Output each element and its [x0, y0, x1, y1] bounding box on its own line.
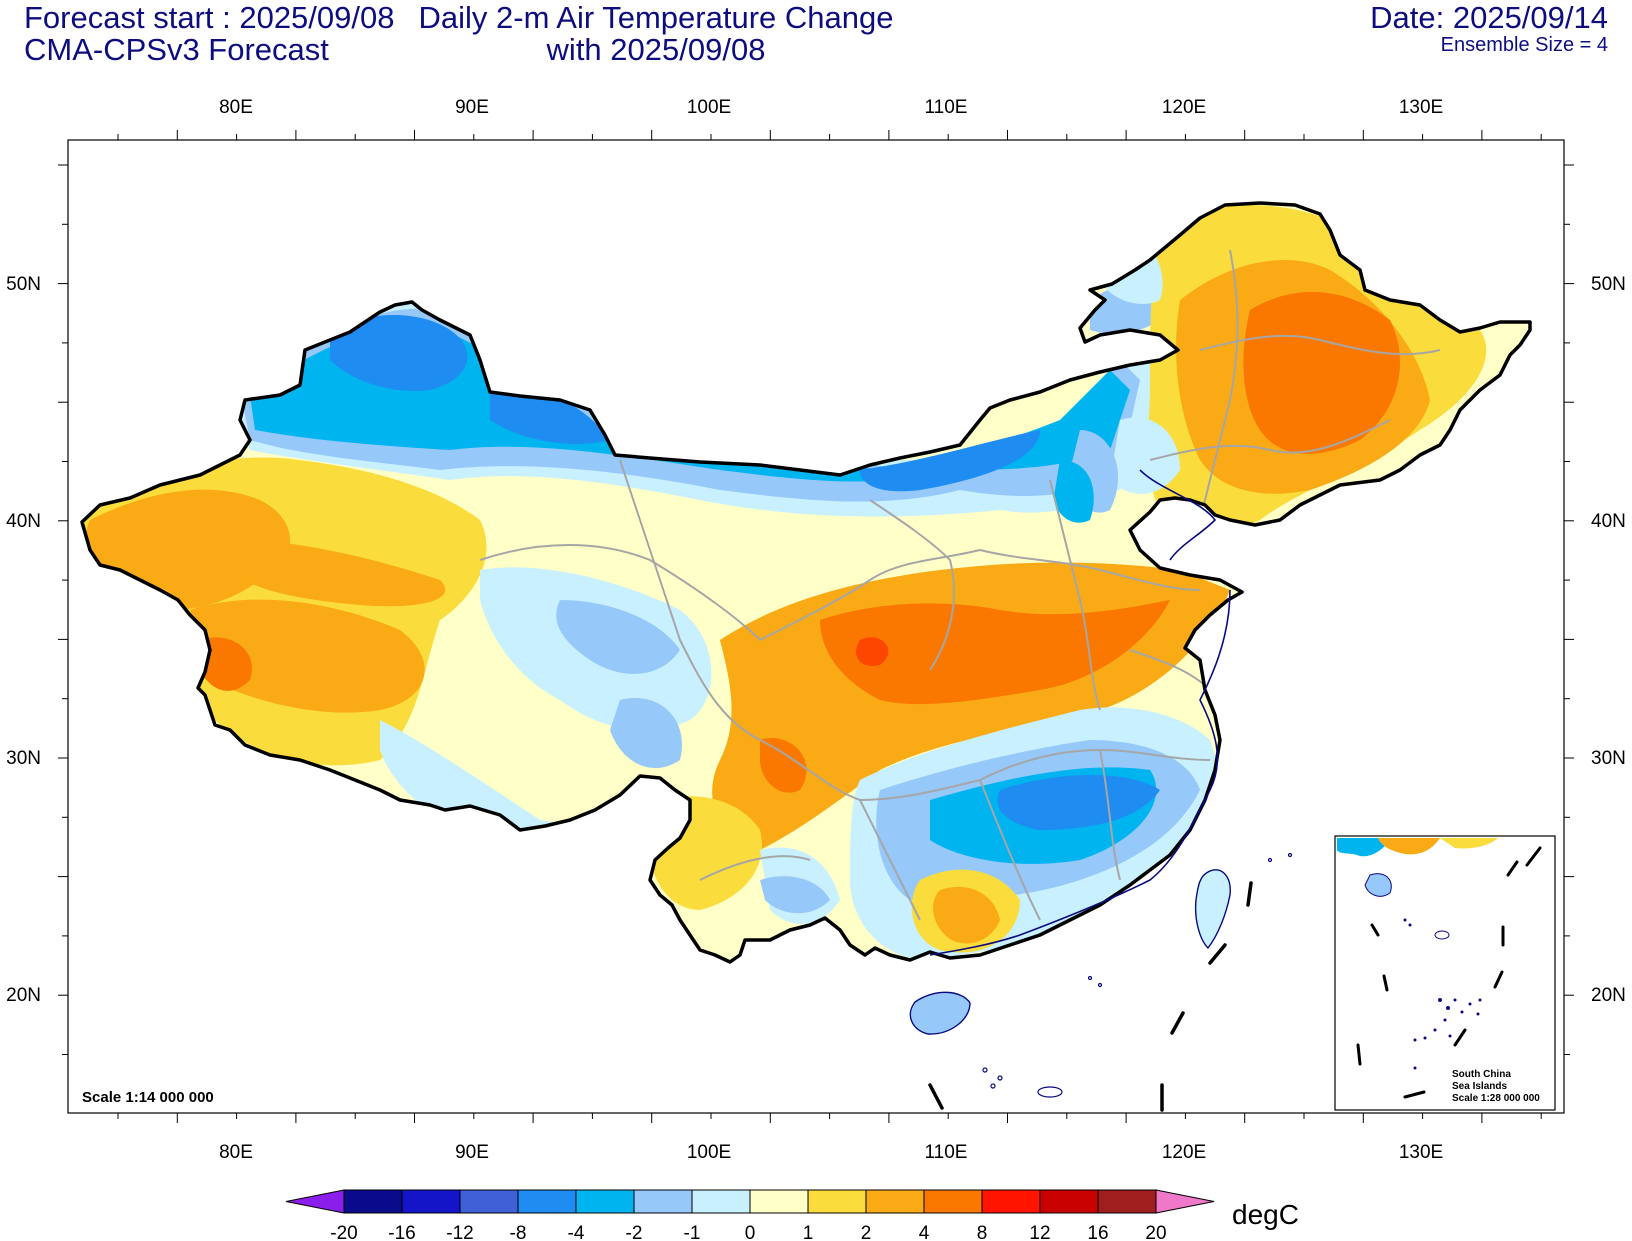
colorbar-tick-label: -12	[446, 1223, 473, 1241]
colorbar-swatch	[691, 1189, 751, 1214]
colorbar-swatch	[865, 1189, 925, 1214]
lon-label-bottom-120e: 120E	[1162, 1142, 1206, 1163]
lat-label-left-40n: 40N	[6, 511, 41, 532]
lon-label-bottom-130e: 130E	[1399, 1142, 1443, 1163]
lon-label-top-130e: 130E	[1399, 97, 1443, 118]
lon-label-bottom-110e: 110E	[925, 1142, 968, 1163]
hainan-island	[909, 991, 971, 1035]
colorbar-swatch	[1039, 1189, 1099, 1214]
lon-label-top-110e: 110E	[925, 97, 968, 118]
lon-label-bottom-80e: 80E	[219, 1142, 253, 1163]
lat-label-left-20n: 20N	[6, 985, 41, 1006]
lon-label-bottom-90e: 90E	[455, 1142, 489, 1163]
colorbar-swatch	[981, 1189, 1041, 1214]
colorbar-swatch	[401, 1189, 461, 1214]
map-title-line1: Daily 2-m Air Temperature Change	[418, 0, 894, 35]
colorbar-swatch	[633, 1189, 693, 1214]
nine-dash-line	[928, 881, 1253, 1112]
colorbar-tick-label: 12	[1029, 1223, 1050, 1241]
lon-label-top-120e: 120E	[1162, 97, 1206, 118]
colorbar-tick-label: -2	[626, 1223, 643, 1241]
taiwan-island	[1194, 869, 1231, 950]
map-scale-note: Scale 1:14 000 000	[82, 1089, 214, 1106]
lon-label-top-90e: 90E	[455, 97, 489, 118]
colorbar-tick-label: -1	[684, 1223, 701, 1241]
forecast-start-label: Forecast start : 2025/09/08	[24, 0, 395, 35]
colorbar-tick-label: 0	[745, 1223, 756, 1241]
lon-label-bottom-100e: 100E	[687, 1142, 731, 1163]
colorbar-swatch	[807, 1189, 867, 1214]
colorbar-swatch	[749, 1189, 809, 1214]
inset-scale: Scale 1:28 000 000	[1452, 1093, 1540, 1104]
colorbar-tick-label: 8	[977, 1223, 988, 1241]
lat-label-right-40n: 40N	[1591, 511, 1626, 532]
valid-date-label: Date: 2025/09/14	[1370, 0, 1608, 35]
lat-label-left-30n: 30N	[6, 748, 41, 769]
colorbar-swatch	[517, 1189, 577, 1214]
map-title-line2: with 2025/09/08	[546, 32, 766, 67]
colorbar	[285, 1189, 1215, 1214]
colorbar-tick-label: -16	[388, 1223, 415, 1241]
colorbar-tick-label: 16	[1087, 1223, 1108, 1241]
colorbar-tick-label: 4	[919, 1223, 930, 1241]
colorbar-labels: -20 -16 -12 -8 -4 -2 -1 0 1 2 4 8 12 16 20	[330, 1223, 1166, 1241]
coastline	[929, 589, 1231, 956]
axis-ticks	[58, 130, 1574, 1123]
china-border	[80, 201, 1532, 964]
lat-label-right-30n: 30N	[1591, 748, 1626, 769]
colorbar-unit: degC	[1232, 1199, 1299, 1230]
colorbar-tick-label: 1	[803, 1223, 814, 1241]
colorbar-swatch	[1097, 1189, 1157, 1214]
colorbar-swatch	[575, 1189, 635, 1214]
colorbar-swatch	[923, 1189, 983, 1214]
lon-label-top-80e: 80E	[219, 97, 253, 118]
inset-title-line2: Sea Islands	[1452, 1081, 1507, 1092]
colorbar-tick-label: -8	[510, 1223, 527, 1241]
colorbar-tick-label: -4	[568, 1223, 585, 1241]
colorbar-swatch	[459, 1189, 519, 1214]
inset-title-line1: South China	[1452, 1069, 1511, 1080]
lon-label-top-100e: 100E	[687, 97, 731, 118]
colorbar-tick-label: 20	[1145, 1223, 1166, 1241]
colorbar-right-arrow	[1155, 1189, 1215, 1214]
bohai-coast	[1139, 469, 1217, 561]
colorbar-swatch	[343, 1189, 403, 1214]
colorbar-tick-label: 2	[861, 1223, 872, 1241]
province-boundaries	[479, 249, 1441, 921]
lat-label-right-20n: 20N	[1591, 985, 1626, 1006]
colorbar-tick-label: -20	[330, 1223, 357, 1241]
colorbar-left-arrow	[285, 1189, 345, 1214]
small-islands	[982, 852, 1293, 1098]
ensemble-size-label: Ensemble Size = 4	[1440, 34, 1608, 56]
lat-label-right-50n: 50N	[1591, 274, 1626, 295]
lat-label-left-50n: 50N	[6, 274, 41, 295]
model-label: CMA-CPSv3 Forecast	[24, 32, 329, 67]
south-china-sea-inset: South China Sea Islands Scale 1:28 000 0…	[1334, 835, 1556, 1111]
